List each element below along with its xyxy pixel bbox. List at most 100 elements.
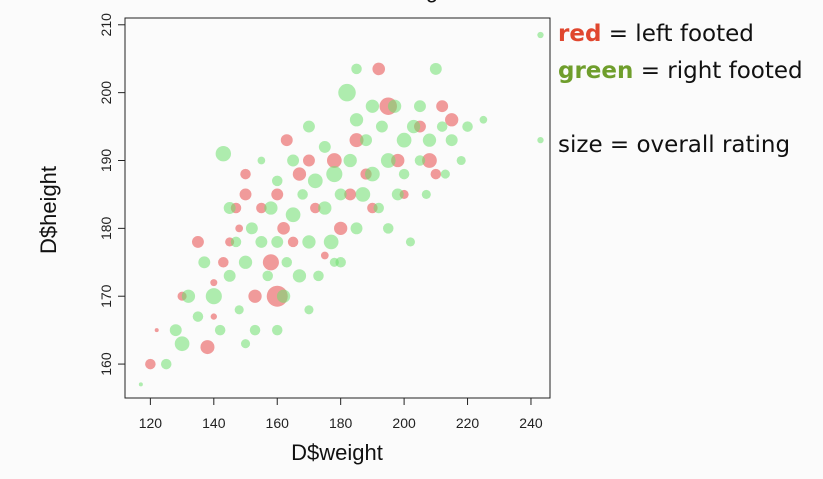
right-footed-point (380, 153, 396, 168)
right-footed-point (323, 234, 339, 250)
right-footed-point (398, 168, 410, 180)
left-footed-point (430, 168, 442, 180)
left-footed-point (334, 221, 348, 236)
right-footed-point (396, 132, 412, 148)
left-footed-point (248, 289, 262, 303)
right-footed-point (302, 235, 316, 249)
x-tick-label: 180 (329, 415, 353, 431)
right-footed-point (285, 207, 301, 223)
x-tick-label: 160 (266, 415, 290, 431)
left-footed-point (372, 62, 386, 76)
right-footed-point (271, 235, 284, 248)
right-footed-point (292, 269, 307, 283)
right-footed-point (245, 222, 258, 235)
right-footed-point (223, 269, 236, 282)
y-tick-label: 210 (98, 13, 114, 37)
right-footed-point (365, 99, 380, 113)
right-footed-point (205, 288, 222, 305)
right-footed-point (169, 324, 182, 337)
left-footed-point (210, 279, 218, 287)
right-footed-point (271, 175, 283, 187)
y-tick-label: 190 (98, 149, 114, 173)
right-footed-point (365, 166, 380, 182)
right-footed-point (391, 188, 404, 201)
points-layer (138, 31, 544, 387)
left-footed-point (422, 153, 437, 168)
right-footed-point (326, 166, 343, 183)
left-footed-point (218, 257, 229, 268)
x-tick-label: 240 (519, 415, 543, 431)
right-footed-point (440, 169, 450, 179)
chart-title-fragment: g (426, 0, 438, 3)
right-footed-point (307, 173, 323, 189)
right-footed-point (303, 120, 315, 133)
right-footed-point (318, 201, 332, 215)
right-footed-point (249, 324, 261, 336)
right-footed-point (537, 136, 544, 144)
left-footed-point (256, 202, 267, 214)
right-footed-point (318, 140, 331, 153)
left-footed-point (445, 113, 459, 127)
right-footed-point (414, 155, 426, 166)
right-footed-point (181, 289, 196, 303)
right-footed-point (422, 133, 437, 147)
x-tick-label: 120 (139, 415, 163, 431)
x-axis: 120 140 160 180 200 220 240 (139, 398, 543, 431)
legend-left-footed: red = left footed (558, 16, 803, 53)
left-footed-point (344, 188, 357, 201)
right-footed-point (479, 115, 488, 124)
right-footed-point (223, 202, 236, 214)
right-footed-point (445, 134, 458, 147)
right-footed-point (382, 223, 394, 234)
left-footed-point (235, 224, 244, 233)
right-footed-point (297, 189, 308, 200)
right-footed-point (387, 99, 402, 113)
right-footed-point (255, 235, 268, 248)
legend-red-text: = left footed (601, 21, 754, 47)
right-footed-point (329, 257, 339, 267)
right-footed-point (429, 62, 442, 75)
right-footed-point (138, 382, 143, 387)
y-tick-label: 200 (98, 81, 114, 105)
right-footed-point (436, 121, 448, 132)
left-footed-point (349, 133, 364, 148)
left-footed-point (240, 168, 251, 180)
right-footed-point (355, 187, 371, 202)
right-footed-point (215, 146, 232, 162)
right-footed-point (406, 119, 421, 134)
right-footed-point (421, 189, 431, 199)
left-footed-point (303, 154, 315, 167)
right-footed-point (335, 257, 346, 268)
left-footed-point (200, 340, 215, 355)
y-axis-title: D$height (36, 166, 61, 254)
right-footed-point (343, 153, 357, 168)
right-footed-point (238, 255, 253, 269)
right-footed-point (338, 83, 356, 102)
legend: red = left footed green = right footed s… (558, 16, 803, 164)
x-tick-label: 140 (202, 415, 226, 431)
left-footed-point (320, 251, 329, 260)
right-footed-point (230, 236, 242, 248)
right-footed-point (349, 113, 364, 127)
left-footed-point (262, 254, 279, 271)
right-footed-point (334, 188, 347, 201)
right-footed-point (271, 324, 283, 336)
right-footed-point (373, 202, 384, 214)
left-footed-point (292, 167, 307, 181)
right-footed-point (276, 289, 291, 303)
right-footed-point (192, 311, 204, 322)
plot-frame (124, 17, 551, 399)
right-footed-point (234, 305, 244, 315)
left-footed-point (310, 202, 321, 214)
right-footed-point (160, 358, 172, 370)
x-tick-label: 200 (392, 415, 416, 431)
left-footed-point (154, 328, 159, 333)
left-footed-point (326, 153, 342, 168)
x-axis-title: D$weight (291, 440, 383, 465)
right-footed-point (304, 305, 314, 315)
right-footed-point (350, 222, 363, 235)
right-footed-point (262, 270, 273, 282)
left-footed-point (239, 188, 252, 201)
right-footed-point (351, 63, 362, 75)
